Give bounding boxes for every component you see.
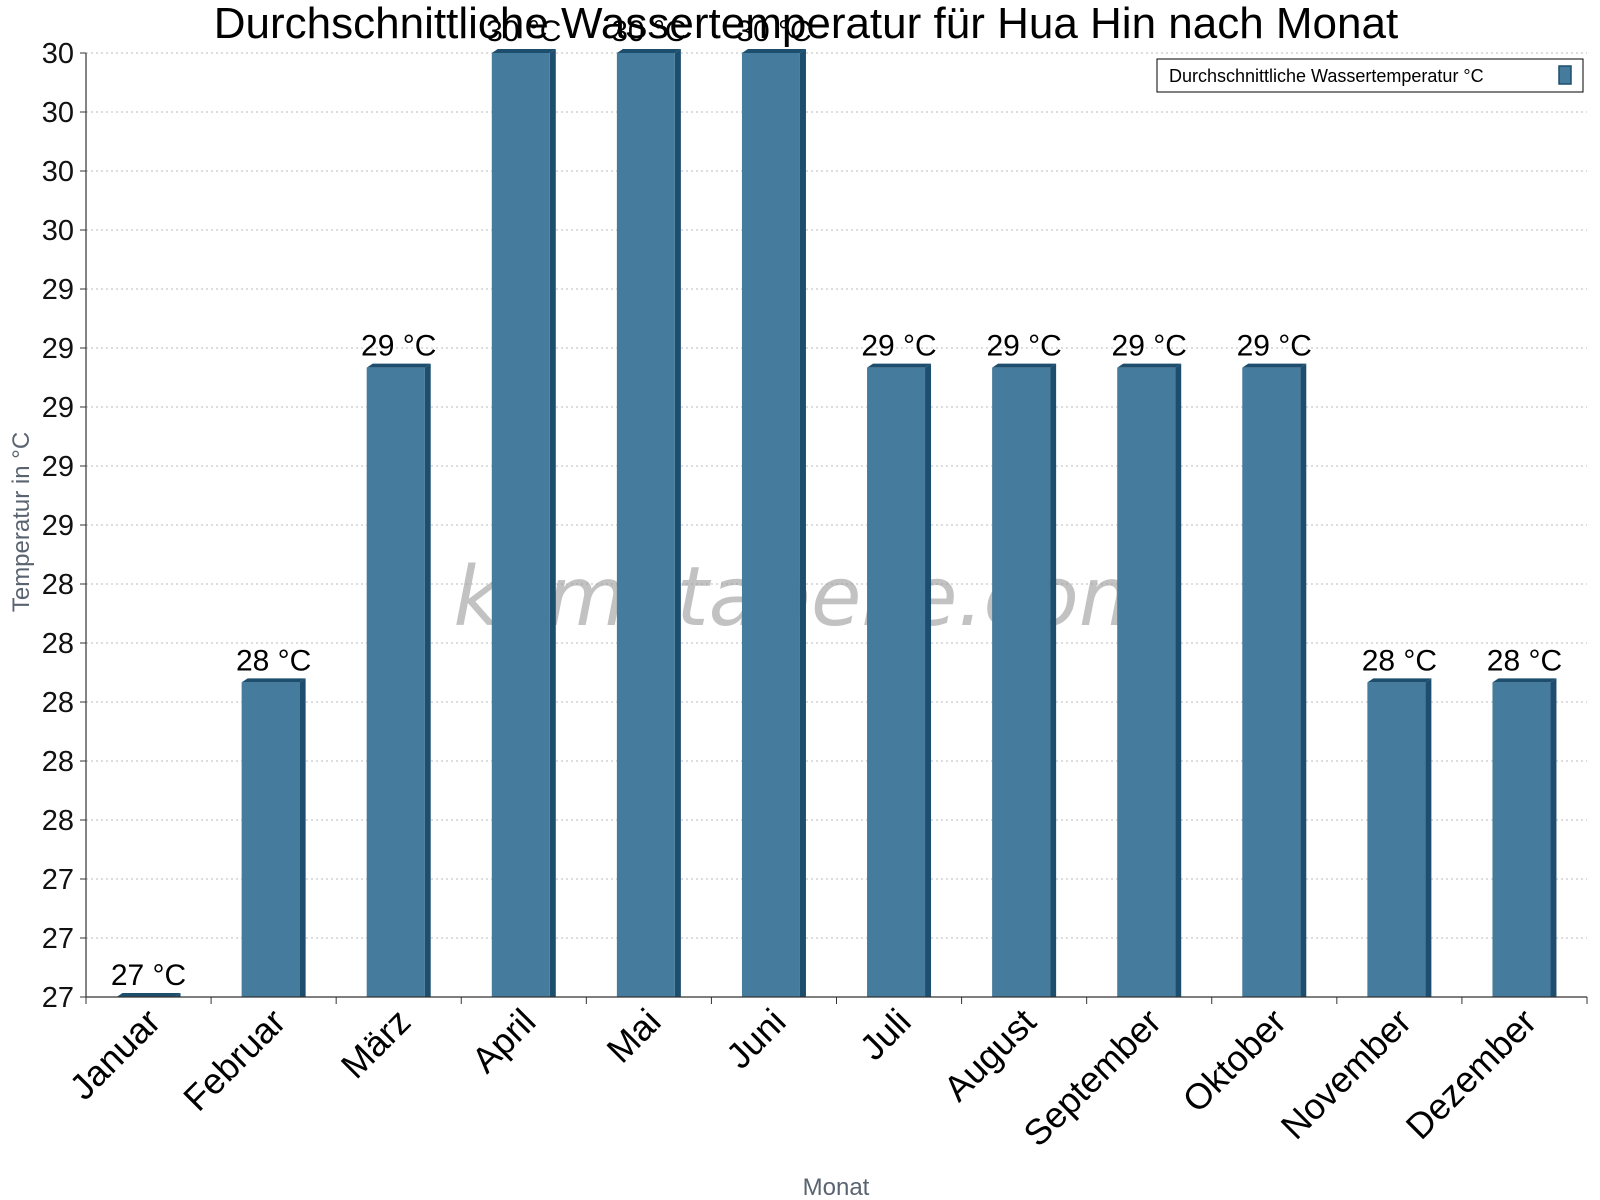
x-tick-label: Januar: [61, 1001, 168, 1108]
x-tick-label: Oktober: [1174, 1001, 1294, 1121]
data-label: 28 °C: [236, 644, 311, 677]
x-tick-label: April: [464, 1001, 544, 1081]
y-tick-label: 27: [42, 864, 74, 896]
bar-top: [1367, 678, 1432, 683]
bar: [1117, 367, 1176, 998]
y-tick-label: 30: [42, 156, 74, 188]
bar-side: [299, 678, 306, 997]
y-tick-label: 28: [42, 746, 74, 778]
legend-box: [1156, 58, 1584, 93]
data-labels: 27 °C 28 °C 29 °C 30 °C 30 °C 30 °C 29 °C 29 °C…: [111, 15, 1562, 992]
legend-label: Durchschnittliche Wassertemperatur °C: [1169, 66, 1484, 86]
x-tick-labels: Januar Februar März April Mai Juni Juli AugustS…: [61, 1001, 1544, 1155]
y-tick-label: 30: [42, 38, 74, 70]
bar: [1367, 682, 1426, 997]
y-axis-title: Temperatur in °C: [8, 432, 35, 612]
x-tick-label: Dezember: [1398, 1001, 1544, 1147]
data-label: 28 °C: [1487, 644, 1562, 677]
data-label: 29 °C: [1112, 330, 1187, 363]
bar-top: [616, 49, 681, 53]
bar-top: [1117, 363, 1182, 368]
bar-side: [1050, 363, 1057, 998]
y-tick-label: 28: [42, 628, 74, 660]
bar-top: [1492, 678, 1557, 683]
data-label: 29 °C: [986, 330, 1061, 363]
bar-top: [867, 363, 932, 368]
x-axis-title: Monat: [803, 1174, 870, 1200]
y-tick-label: 27: [42, 982, 74, 1014]
x-tick-label: August: [936, 1001, 1044, 1109]
y-tick-label: 29: [42, 510, 74, 542]
data-label: 28 °C: [1362, 644, 1437, 677]
bar: [491, 53, 550, 997]
bar: [366, 367, 425, 998]
y-tick-label: 29: [42, 451, 74, 483]
data-label: 30 °C: [736, 15, 811, 48]
bar: [867, 367, 926, 998]
bar: [1242, 367, 1301, 998]
legend: Durchschnittliche Wassertemperatur °C: [1156, 58, 1584, 93]
bar-top: [992, 363, 1057, 368]
bar: [1492, 682, 1551, 997]
y-tick-label: 29: [42, 333, 74, 365]
data-label: 27 °C: [111, 959, 186, 992]
legend-swatch: [1558, 65, 1572, 85]
x-tick-label: Juli: [852, 1001, 919, 1068]
bar-top: [116, 993, 181, 997]
bar-top: [741, 49, 806, 53]
bar: [616, 53, 675, 997]
y-tick-label: 27: [42, 923, 74, 955]
y-tick-label: 28: [42, 687, 74, 719]
bar-top: [241, 678, 306, 683]
axes: [80, 52, 1588, 1004]
bar-side: [1550, 678, 1557, 997]
data-label: 29 °C: [361, 330, 436, 363]
x-tick-label: November: [1273, 1001, 1419, 1147]
data-label: 29 °C: [861, 330, 936, 363]
x-tick-label: Mai: [599, 1001, 669, 1071]
x-tick-label: Februar: [175, 1001, 293, 1119]
bar-side: [1300, 363, 1307, 998]
bar-side: [799, 49, 806, 997]
y-tick-label: 29: [42, 274, 74, 306]
x-tick-label: März: [333, 1001, 419, 1087]
bar-side: [674, 49, 681, 997]
x-tick-label: Juni: [718, 1001, 794, 1077]
y-tick-label: 28: [42, 805, 74, 837]
data-label: 29 °C: [1237, 330, 1312, 363]
x-tick-label: September: [1015, 1001, 1169, 1155]
chart-title: Durchschnittliche Wassertemperatur für H…: [214, 0, 1398, 48]
y-tick-label: 29: [42, 392, 74, 424]
bar-side: [925, 363, 932, 998]
y-tick-label: 28: [42, 569, 74, 601]
bar-side: [1175, 363, 1182, 998]
bars: [116, 49, 1557, 998]
bar: [992, 367, 1051, 998]
bar-top: [366, 363, 431, 368]
bar: [741, 53, 800, 997]
bar-side: [549, 49, 556, 997]
bar-top: [491, 49, 556, 53]
y-tick-label: 30: [42, 215, 74, 247]
data-label: 30 °C: [611, 15, 686, 48]
y-tick-labels: 30 30 30 30 29 29 29 29 29 28 28 28 28 28 27 27 27: [42, 38, 74, 1014]
bar-side: [424, 363, 431, 998]
grid: [86, 52, 1587, 939]
bar-side: [1425, 678, 1432, 997]
bar: [241, 682, 300, 997]
data-label: 30 °C: [486, 15, 561, 48]
y-tick-label: 30: [42, 97, 74, 129]
bar-top: [1242, 363, 1307, 368]
